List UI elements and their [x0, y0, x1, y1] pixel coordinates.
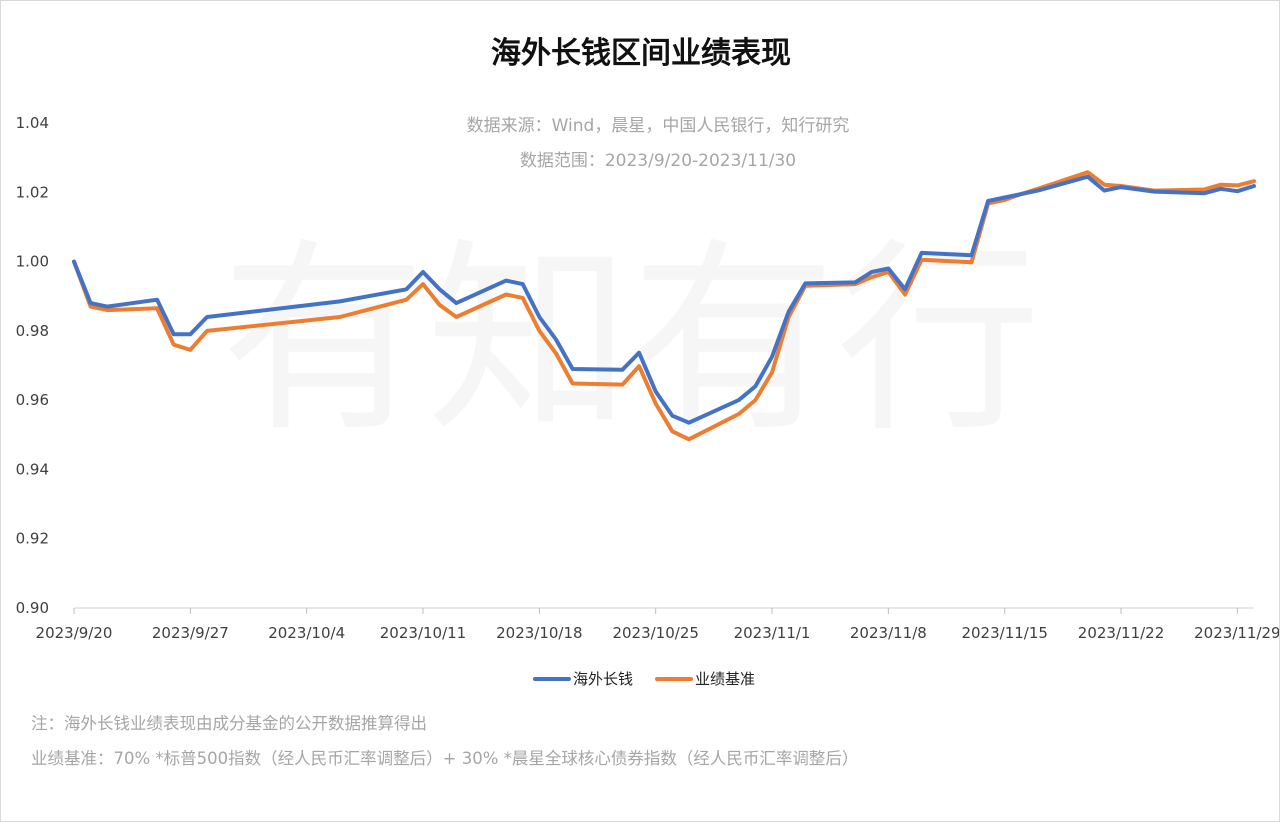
- y-tick-label: 1.00: [16, 253, 49, 271]
- x-tick-label: 2023/9/20: [36, 624, 113, 642]
- series-lines: [72, 170, 1256, 442]
- x-tick-label: 2023/10/11: [380, 624, 466, 642]
- y-axis-ticks: 0.90 0.92 0.94 0.96 0.98 1.00 1.02 1.04: [16, 114, 49, 617]
- y-tick-label: 1.04: [16, 114, 49, 132]
- x-axis-ticks: 2023/9/20 2023/9/27 2023/10/4 2023/10/11 202…: [36, 608, 1279, 642]
- y-tick-label: 0.90: [16, 599, 49, 617]
- x-tick-label: 2023/9/27: [152, 624, 229, 642]
- x-tick-label: 2023/10/4: [268, 624, 345, 642]
- x-tick-label: 2023/11/8: [850, 624, 927, 642]
- footnote-source: 注：海外长钱业绩表现由成分基金的公开数据推算得出: [31, 714, 427, 733]
- x-tick-label: 2023/10/18: [496, 624, 582, 642]
- chart-subtitle-range: 数据范围：2023/9/20-2023/11/30: [520, 151, 796, 171]
- x-tick-label: 2023/11/1: [734, 624, 811, 642]
- x-tick-label: 2023/10/25: [612, 624, 698, 642]
- legend-label-series-2: 业绩基准: [695, 670, 755, 688]
- y-tick-label: 0.96: [16, 391, 49, 409]
- y-tick-label: 0.98: [16, 322, 49, 340]
- chart-title: 海外长钱区间业绩表现: [491, 36, 791, 71]
- series-line-fund: [72, 174, 1256, 425]
- x-tick-label: 2023/11/15: [961, 624, 1047, 642]
- footnote-benchmark: 业绩基准：70% *标普500指数（经人民币汇率调整后）+ 30% *晨星全球核…: [31, 749, 858, 768]
- y-tick-label: 1.02: [16, 183, 49, 201]
- series-line-benchmark: [72, 170, 1256, 442]
- legend-label-series-1: 海外长钱: [573, 670, 633, 688]
- y-tick-label: 0.92: [16, 530, 49, 548]
- y-tick-label: 0.94: [16, 460, 49, 478]
- x-tick-label: 2023/11/22: [1078, 624, 1164, 642]
- x-tick-label: 2023/11/29: [1194, 624, 1279, 642]
- chart-subtitle-source: 数据来源：Wind，晨星，中国人民银行，知行研究: [467, 116, 850, 136]
- legend: 海外长钱 业绩基准: [533, 670, 755, 688]
